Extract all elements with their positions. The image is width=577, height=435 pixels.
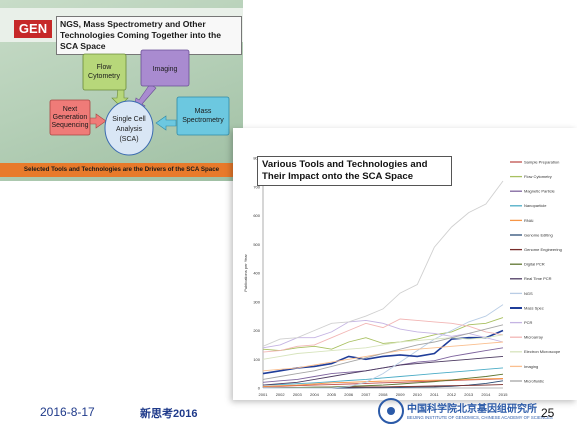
legend-label: Flow Cytometry — [524, 174, 552, 179]
y-tick-label: 300 — [253, 299, 260, 304]
legend-label: NGS — [524, 291, 533, 296]
ngs-label-2: Generation — [53, 114, 88, 121]
center-label-2: Analysis — [116, 126, 143, 133]
org-name-en: BEIJING INSTITUTE OF GENOMICS, CHINESE A… — [407, 415, 553, 420]
x-tick-label: 2010 — [413, 392, 423, 397]
org-name-cn: 中国科学院北京基因组研究所 — [407, 404, 537, 415]
chart-slide: Various Tools and Technologies and Their… — [233, 128, 577, 400]
x-tick-label: 2008 — [379, 392, 389, 397]
x-tick-label: 2005 — [327, 392, 337, 397]
x-tick-label: 2009 — [396, 392, 406, 397]
series-line — [262, 355, 504, 386]
y-tick-label: 500 — [253, 242, 260, 247]
x-tick-label: 2004 — [310, 392, 320, 397]
x-tick-label: 2006 — [344, 392, 354, 397]
series-line — [262, 373, 504, 389]
series-line — [262, 378, 504, 388]
series-line — [262, 317, 504, 352]
y-tick-label: 600 — [253, 213, 260, 218]
legend-label: Genome Engineering — [524, 247, 562, 252]
legend-label: Mass Spec — [524, 305, 544, 310]
series-line — [262, 180, 504, 347]
legend-label: Sample Preparation — [524, 159, 559, 164]
legend-label: Nanoparticle — [524, 203, 547, 208]
y-tick-label: 700 — [253, 184, 260, 189]
series-line — [262, 318, 504, 353]
x-tick-label: 2003 — [293, 392, 303, 397]
chart-title: Various Tools and Technologies and Their… — [257, 156, 452, 186]
legend-label: Real Time PCR — [524, 276, 552, 281]
presentation-date: 2016-8-17 — [40, 405, 95, 419]
legend-label: PCR — [524, 320, 533, 325]
series-line — [262, 329, 504, 375]
legend-label: Electron Microscope — [524, 349, 561, 354]
y-tick-label: 400 — [253, 271, 260, 276]
x-tick-label: 2002 — [276, 392, 286, 397]
legend-label: Digital PCR — [524, 262, 545, 267]
flow-label-1: Flow — [97, 64, 113, 71]
series-line — [262, 367, 504, 386]
series-line — [263, 304, 504, 389]
x-tick-label: 2013 — [464, 392, 474, 397]
arrow-mass — [155, 115, 177, 131]
node-imaging-label: Imaging — [153, 66, 178, 73]
series-line — [262, 324, 504, 380]
chart-axes: 0100200300400500600700800200120022003200… — [243, 156, 508, 398]
chart-series-lines — [262, 180, 504, 389]
x-tick-label: 2014 — [481, 392, 491, 397]
legend-label: RNAi — [524, 218, 533, 223]
event-name: 新思考2016 — [140, 408, 198, 420]
node-single-cell-analysis — [104, 100, 154, 156]
series-line — [262, 319, 504, 349]
x-tick-label: 2015 — [499, 392, 509, 397]
x-tick-label: 2011 — [430, 392, 439, 397]
series-line — [262, 378, 504, 388]
flow-label-2: Cytometry — [88, 73, 120, 80]
sca-diagram-slide: GEN NGS, Mass Spectrometry and Other Tec… — [0, 0, 243, 181]
page-number: 25 — [541, 406, 555, 420]
node-mass-spectrometry — [176, 96, 230, 136]
y-tick-label: 200 — [253, 328, 260, 333]
y-tick-label: 100 — [253, 357, 260, 362]
node-ngs — [49, 99, 91, 136]
y-tick-label: 0 — [258, 386, 261, 391]
sca-diagram: Flow Cytometry Imaging Next Generation S… — [49, 49, 230, 156]
center-label-3: (SCA) — [119, 136, 138, 143]
ngs-label-1: Next — [63, 106, 77, 113]
slide-footer-banner: Selected Tools and Technologies are the … — [0, 163, 243, 177]
series-line — [262, 334, 504, 360]
line-chart: 0100200300400500600700800200120022003200… — [243, 156, 562, 398]
x-tick-label: 2007 — [361, 392, 371, 397]
gen-logo: GEN — [14, 20, 52, 38]
mass-label-1: Mass — [195, 108, 212, 115]
bgi-logo-icon — [378, 398, 404, 424]
center-label-1: Single Cell — [112, 116, 146, 123]
y-axis-label: Publications per Year — [243, 254, 248, 292]
node-imaging — [140, 49, 190, 87]
mass-label-2: Spectrometry — [182, 117, 224, 124]
legend-label: Microarray — [524, 335, 543, 340]
legend-label: Magnetic Particle — [524, 189, 555, 194]
arrow-ngs — [87, 113, 107, 129]
ngs-label-3: Sequencing — [52, 122, 89, 129]
legend-label: Microfluidic — [524, 378, 544, 383]
x-tick-label: 2012 — [447, 392, 457, 397]
chart-legend: Sample Preparation Flow Cytometry Magnetic… — [510, 159, 562, 383]
node-flow-cytometry — [82, 53, 127, 91]
legend-label: Imaging — [524, 364, 538, 369]
legend-label: Genome Editing — [524, 232, 553, 237]
x-tick-label: 2001 — [259, 392, 269, 397]
